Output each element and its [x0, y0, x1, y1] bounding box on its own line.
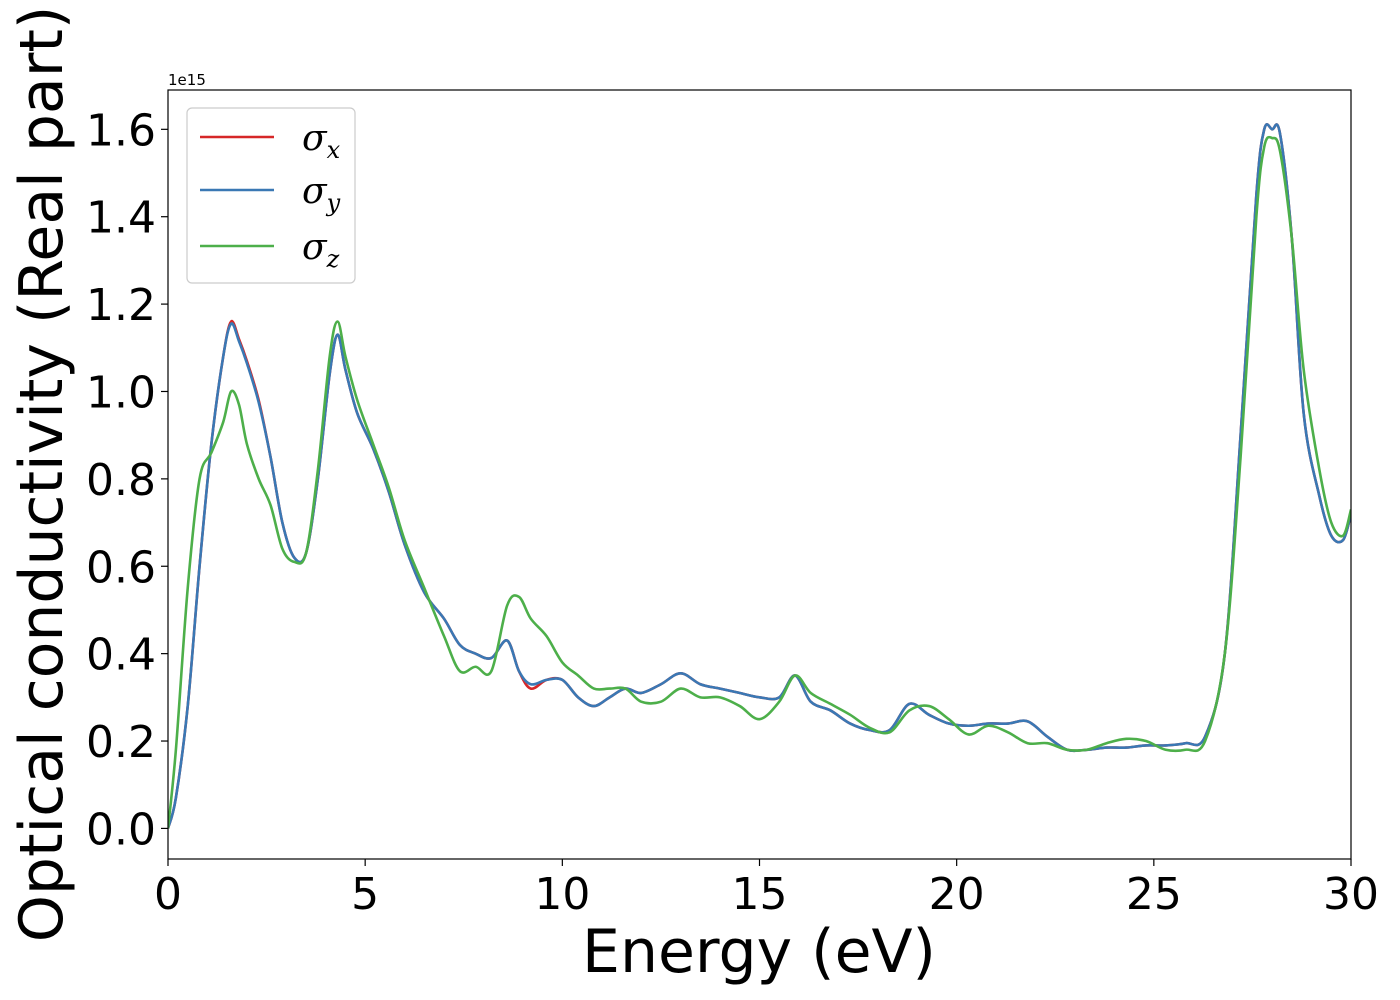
y-axis-ticks: 0.0 0.2 0.4 0.6 0.8 1.0 1.2 1.4 1.6	[86, 105, 168, 855]
y-offset-label: 1e15	[168, 71, 206, 89]
y-tick-label: 1.6	[86, 105, 156, 156]
legend-label-x: σx	[302, 118, 341, 164]
legend-label-z: σz	[302, 227, 340, 273]
x-tick-label: 0	[154, 869, 182, 920]
x-tick-label: 30	[1323, 869, 1379, 920]
x-axis-ticks: 0 5 10 15 20 25 30	[154, 859, 1379, 920]
y-axis-title: Optical conductivity (Real part)	[7, 6, 77, 943]
y-tick-label: 1.0	[86, 367, 156, 418]
plot-background	[168, 90, 1351, 859]
x-tick-label: 5	[351, 869, 379, 920]
x-tick-label: 20	[929, 869, 985, 920]
x-axis-title: Energy (eV)	[582, 917, 936, 987]
legend: σx σy σz	[186, 107, 356, 284]
legend-label-y: σy	[302, 171, 341, 217]
series-line-z	[168, 135, 1351, 829]
y-tick-label: 0.4	[86, 630, 156, 681]
y-tick-label: 0.6	[86, 542, 156, 593]
y-tick-label: 1.2	[86, 280, 156, 331]
y-tick-label: 0.8	[86, 455, 156, 506]
x-tick-label: 25	[1126, 869, 1182, 920]
series-lines	[168, 123, 1351, 829]
legend-box	[186, 107, 356, 284]
x-tick-label: 15	[732, 869, 788, 920]
x-tick-label: 10	[534, 869, 590, 920]
y-tick-label: 0.2	[86, 717, 156, 768]
y-tick-label: 1.4	[86, 193, 156, 244]
y-tick-label: 0.0	[86, 804, 156, 855]
